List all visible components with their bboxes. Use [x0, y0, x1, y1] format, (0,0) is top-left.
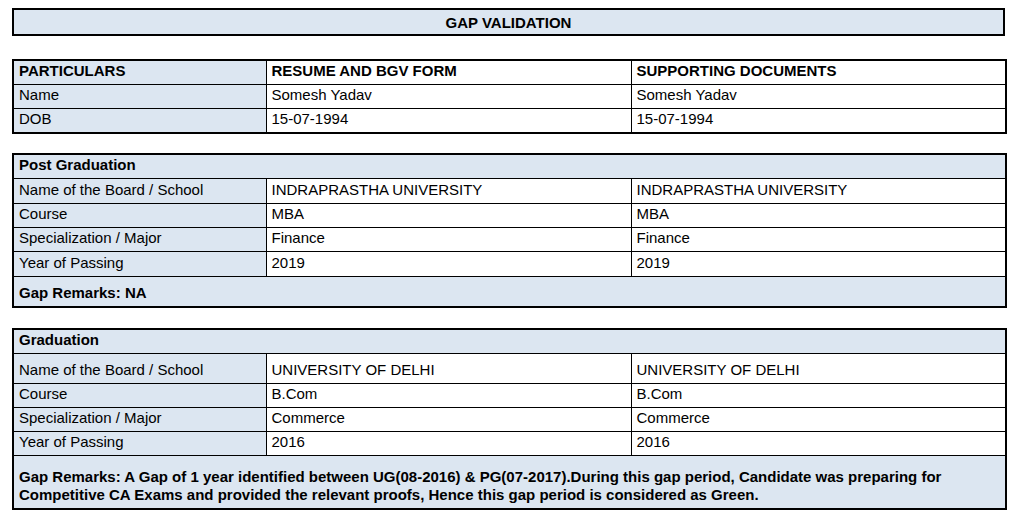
resume-value-cell: UNIVERSITY OF DELHI: [266, 353, 631, 383]
row-label-cell: Year of Passing: [13, 251, 266, 276]
row-label-cell: Course: [13, 203, 266, 227]
page-title: GAP VALIDATION: [12, 8, 1005, 36]
section-title: Post Graduation: [13, 154, 1006, 178]
gap-remarks-row: Gap Remarks: A Gap of 1 year identified …: [13, 455, 1006, 509]
row-label-cell: Name of the Board / School: [13, 353, 266, 383]
page-title-text: GAP VALIDATION: [446, 14, 572, 31]
supporting-value-cell: Finance: [631, 227, 1006, 251]
supporting-value-cell: UNIVERSITY OF DELHI: [631, 353, 1006, 383]
table-row: Year of Passing 2019 2019: [13, 251, 1006, 276]
row-label-cell: Course: [13, 383, 266, 407]
resume-value-cell: INDRAPRASTHA UNIVERSITY: [266, 178, 631, 203]
table-row: Specialization / Major Commerce Commerce: [13, 407, 1006, 431]
supporting-value-cell: 15-07-1994: [631, 108, 1006, 132]
table-row: Name Somesh Yadav Somesh Yadav: [13, 84, 1006, 108]
supporting-value-cell: Commerce: [631, 407, 1006, 431]
supporting-value-cell: MBA: [631, 203, 1006, 227]
resume-value-cell: 2016: [266, 431, 631, 455]
table-row: DOB 15-07-1994 15-07-1994: [13, 108, 1006, 132]
table-row: Name of the Board / School UNIVERSITY OF…: [13, 353, 1006, 383]
particulars-header-cell: PARTICULARS: [13, 60, 266, 84]
gap-remarks-row: Gap Remarks: NA: [13, 276, 1006, 307]
resume-value-cell: 15-07-1994: [266, 108, 631, 132]
table-row: Course B.Com B.Com: [13, 383, 1006, 407]
gap-remarks-text: Gap Remarks: A Gap of 1 year identified …: [13, 455, 1006, 509]
row-label-cell: Specialization / Major: [13, 227, 266, 251]
table-header-row: PARTICULARS RESUME AND BGV FORM SUPPORTI…: [13, 60, 1006, 84]
row-label-cell: Name: [13, 84, 266, 108]
supporting-value-cell: B.Com: [631, 383, 1006, 407]
section-title: Graduation: [13, 329, 1006, 353]
resume-value-cell: MBA: [266, 203, 631, 227]
resume-value-cell: B.Com: [266, 383, 631, 407]
resume-value-cell: Finance: [266, 227, 631, 251]
table-row: Course MBA MBA: [13, 203, 1006, 227]
resume-value-cell: Somesh Yadav: [266, 84, 631, 108]
table-row: Year of Passing 2016 2016: [13, 431, 1006, 455]
post-graduation-table: Post Graduation Name of the Board / Scho…: [12, 153, 1007, 308]
row-label-cell: Year of Passing: [13, 431, 266, 455]
gap-remarks-text: Gap Remarks: NA: [13, 276, 1006, 307]
row-label-cell: Specialization / Major: [13, 407, 266, 431]
resume-header-cell: RESUME AND BGV FORM: [266, 60, 631, 84]
row-label-cell: Name of the Board / School: [13, 178, 266, 203]
graduation-table: Graduation Name of the Board / School UN…: [12, 328, 1007, 510]
supporting-value-cell: 2019: [631, 251, 1006, 276]
supporting-value-cell: INDRAPRASTHA UNIVERSITY: [631, 178, 1006, 203]
supporting-value-cell: 2016: [631, 431, 1006, 455]
row-label-cell: DOB: [13, 108, 266, 132]
resume-value-cell: 2019: [266, 251, 631, 276]
resume-value-cell: Commerce: [266, 407, 631, 431]
section-header-row: Graduation: [13, 329, 1006, 353]
table-row: Name of the Board / School INDRAPRASTHA …: [13, 178, 1006, 203]
table-row: Specialization / Major Finance Finance: [13, 227, 1006, 251]
section-header-row: Post Graduation: [13, 154, 1006, 178]
supporting-header-cell: SUPPORTING DOCUMENTS: [631, 60, 1006, 84]
candidate-particulars-table: PARTICULARS RESUME AND BGV FORM SUPPORTI…: [12, 59, 1007, 134]
supporting-value-cell: Somesh Yadav: [631, 84, 1006, 108]
